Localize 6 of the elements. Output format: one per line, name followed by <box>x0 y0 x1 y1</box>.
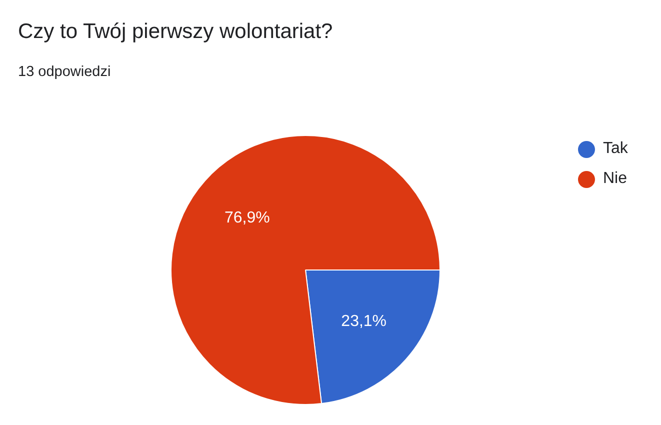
legend-label: Nie <box>603 170 628 188</box>
legend-label: Tak <box>603 140 628 158</box>
chart-subtitle: 13 odpowiedzi <box>18 64 111 80</box>
data-label: 23,1% <box>341 313 387 330</box>
chart-title: Czy to Twój pierwszy wolontariat? <box>18 20 333 44</box>
data-label: 76,9% <box>224 210 270 227</box>
